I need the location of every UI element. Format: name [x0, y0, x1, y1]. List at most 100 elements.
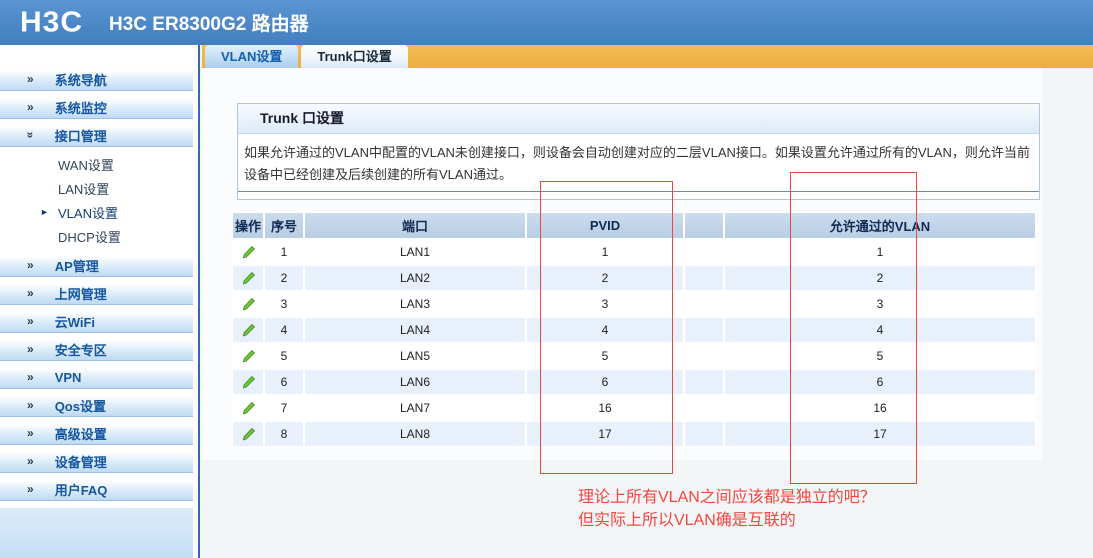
- row-index: 7: [265, 396, 303, 420]
- expand-icon: »: [27, 100, 34, 114]
- pvid-cell: 6: [527, 370, 683, 394]
- col-header-action: 操作: [233, 213, 263, 238]
- port-cell: LAN8: [305, 422, 525, 446]
- spacer-cell: [685, 344, 723, 368]
- spacer-cell: [685, 266, 723, 290]
- port-cell: LAN5: [305, 344, 525, 368]
- sidebar-subitem-wan-settings[interactable]: WAN设置: [0, 152, 198, 176]
- sidebar-subitem-vlan-settings[interactable]: ► VLAN设置: [0, 200, 198, 224]
- sidebar-item-vpn[interactable]: » VPN: [0, 366, 193, 389]
- edit-cell: [233, 396, 263, 420]
- pvid-cell: 16: [527, 396, 683, 420]
- tab-vlan-settings[interactable]: VLAN设置: [205, 45, 299, 68]
- port-cell: LAN7: [305, 396, 525, 420]
- edit-cell: [233, 318, 263, 342]
- sidebar-item-user-faq[interactable]: » 用户FAQ: [0, 478, 193, 501]
- edit-pencil-icon[interactable]: [241, 245, 256, 260]
- sidebar-item-label: 系统导航: [54, 72, 107, 88]
- table-row: 7 LAN7 16 16: [233, 396, 1035, 420]
- app-header: H3C H3C ER8300G2 路由器: [0, 0, 1093, 45]
- sidebar-subitem-lan-settings[interactable]: LAN设置: [0, 176, 198, 200]
- col-header-pvid: PVID: [527, 213, 683, 238]
- sidebar-item-label: Qos设置: [54, 398, 106, 414]
- sidebar-filler: [0, 508, 193, 558]
- sidebar: » 系统导航 » 系统监控 » 接口管理 WAN设置 LAN设置 ► VLAN设…: [0, 45, 200, 558]
- allowed-vlan-cell: 17: [725, 422, 1035, 446]
- edit-pencil-icon[interactable]: [241, 297, 256, 312]
- sidebar-item-ap-management[interactable]: » AP管理: [0, 254, 193, 277]
- sidebar-item-qos-settings[interactable]: » Qos设置: [0, 394, 193, 417]
- col-header-index: 序号: [265, 213, 303, 238]
- sidebar-subitem-dhcp-settings[interactable]: DHCP设置: [0, 224, 198, 248]
- pvid-cell: 3: [527, 292, 683, 316]
- sidebar-item-system-monitoring[interactable]: » 系统监控: [0, 96, 193, 119]
- tab-bar: VLAN设置 Trunk口设置: [202, 45, 1093, 68]
- edit-pencil-icon[interactable]: [241, 401, 256, 416]
- annotation-note: 理论上所有VLAN之间应该都是独立的吧？ 但实际上所以VLAN确是互联的: [578, 486, 876, 532]
- expand-icon: »: [27, 314, 34, 328]
- table-row: 6 LAN6 6 6: [233, 370, 1035, 394]
- sidebar-nav: » 系统导航 » 系统监控 » 接口管理 WAN设置 LAN设置 ► VLAN设…: [0, 68, 198, 506]
- sidebar-item-label: 系统监控: [54, 100, 107, 116]
- port-cell: LAN2: [305, 266, 525, 290]
- row-index: 1: [265, 240, 303, 264]
- col-header-spacer: [685, 213, 723, 238]
- sidebar-item-label: AP管理: [54, 258, 99, 274]
- expand-icon: »: [27, 426, 34, 440]
- edit-cell: [233, 292, 263, 316]
- allowed-vlan-cell: 16: [725, 396, 1035, 420]
- sidebar-item-interface-management[interactable]: » 接口管理: [0, 124, 193, 147]
- edit-pencil-icon[interactable]: [241, 323, 256, 338]
- table-row: 1 LAN1 1 1: [233, 240, 1035, 264]
- edit-pencil-icon[interactable]: [241, 427, 256, 442]
- sidebar-item-label: 安全专区: [54, 342, 107, 358]
- annotation-box-allowed-vlan: [790, 172, 917, 484]
- expand-icon: »: [27, 454, 34, 468]
- sidebar-item-label: 云WiFi: [54, 314, 96, 330]
- expand-icon: »: [27, 482, 34, 496]
- pvid-cell: 17: [527, 422, 683, 446]
- allowed-vlan-cell: 4: [725, 318, 1035, 342]
- active-arrow-icon: ►: [40, 207, 49, 217]
- row-index: 2: [265, 266, 303, 290]
- expand-icon: »: [27, 370, 34, 384]
- allowed-vlan-cell: 6: [725, 370, 1035, 394]
- table-row: 3 LAN3 3 3: [233, 292, 1035, 316]
- edit-cell: [233, 344, 263, 368]
- sidebar-item-system-navigation[interactable]: » 系统导航: [0, 68, 193, 91]
- sidebar-item-advanced-settings[interactable]: » 高级设置: [0, 422, 193, 445]
- row-index: 8: [265, 422, 303, 446]
- spacer-cell: [685, 318, 723, 342]
- divider: [238, 191, 1039, 199]
- sidebar-item-internet-management[interactable]: » 上网管理: [0, 282, 193, 305]
- annotation-note-line2: 但实际上所以VLAN确是互联的: [578, 512, 796, 529]
- tab-trunk-settings[interactable]: Trunk口设置: [301, 45, 408, 68]
- port-cell: LAN1: [305, 240, 525, 264]
- sidebar-submenu: WAN设置 LAN设置 ► VLAN设置 DHCP设置: [0, 152, 198, 248]
- sidebar-item-label: 用户FAQ: [54, 482, 108, 498]
- port-cell: LAN3: [305, 292, 525, 316]
- pvid-cell: 4: [527, 318, 683, 342]
- sidebar-item-label: 接口管理: [54, 128, 107, 144]
- port-cell: LAN4: [305, 318, 525, 342]
- spacer-cell: [685, 422, 723, 446]
- edit-pencil-icon[interactable]: [241, 271, 256, 286]
- edit-pencil-icon[interactable]: [241, 375, 256, 390]
- spacer-cell: [685, 292, 723, 316]
- table-row: 5 LAN5 5 5: [233, 344, 1035, 368]
- edit-cell: [233, 370, 263, 394]
- spacer-cell: [685, 396, 723, 420]
- sidebar-item-cloud-wifi[interactable]: » 云WiFi: [0, 310, 193, 333]
- col-header-port: 端口: [305, 213, 525, 238]
- h3c-logo: H3C: [20, 6, 84, 38]
- sidebar-item-label: 上网管理: [54, 286, 107, 302]
- page-title: H3C ER8300G2 路由器: [109, 14, 309, 35]
- row-index: 4: [265, 318, 303, 342]
- pvid-cell: 5: [527, 344, 683, 368]
- sidebar-item-device-management[interactable]: » 设备管理: [0, 450, 193, 473]
- edit-pencil-icon[interactable]: [241, 349, 256, 364]
- expand-icon: »: [27, 72, 34, 86]
- panel-title: Trunk 口设置: [238, 104, 1039, 134]
- expand-icon: »: [23, 131, 38, 139]
- sidebar-item-security-zone[interactable]: » 安全专区: [0, 338, 193, 361]
